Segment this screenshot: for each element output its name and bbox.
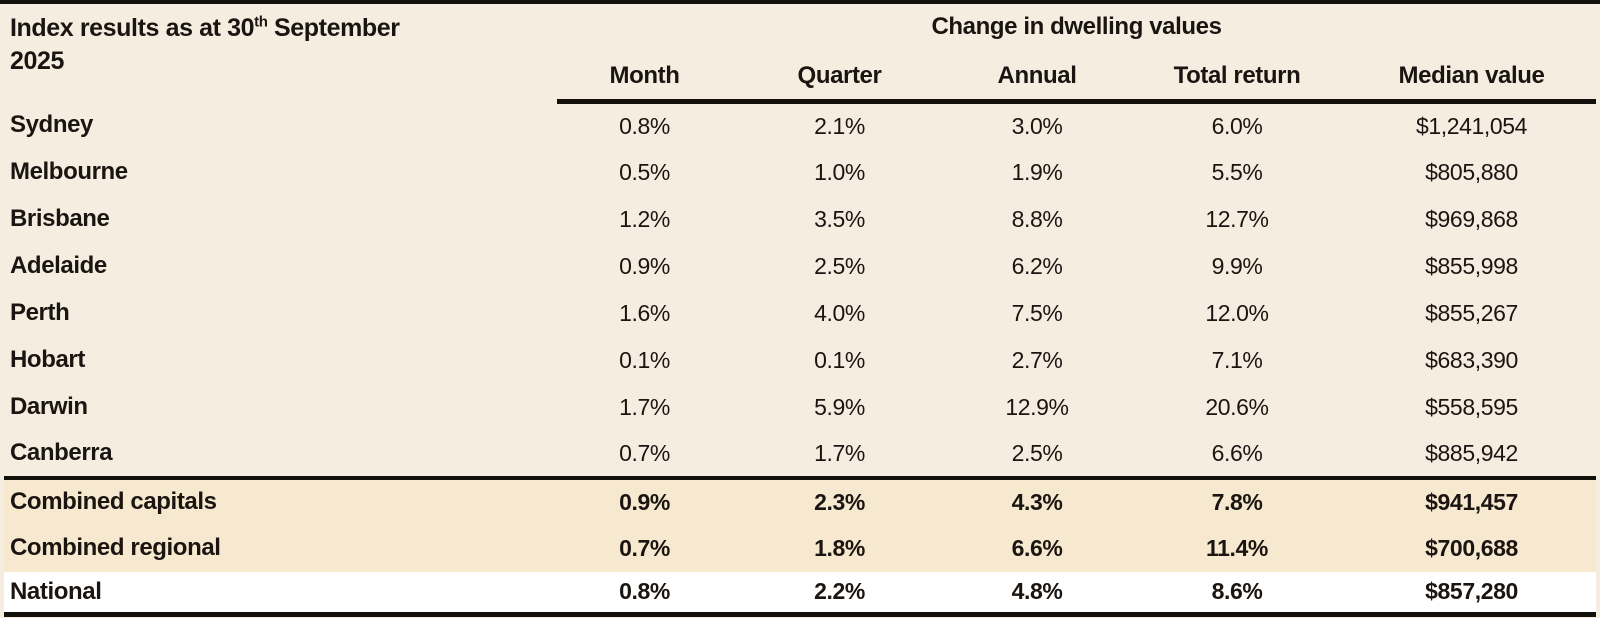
cell-total-return: 7.1% xyxy=(1211,346,1263,373)
cell-total-return: 6.0% xyxy=(1211,112,1263,139)
row-label: Canberra xyxy=(10,439,113,466)
cell-quarter: 1.0% xyxy=(814,158,865,185)
group-header-row: Index results as at 30th September 2025 … xyxy=(4,4,1596,75)
row-label: National xyxy=(4,571,557,617)
cell-annual: 6.6% xyxy=(1011,534,1063,561)
cell-month: 0.8% xyxy=(557,571,732,617)
cell-total-return: 7.8% xyxy=(1127,475,1347,525)
table-row: National 0.8% 2.2% 4.8% 8.6% $857,280 xyxy=(4,571,1597,617)
table-row: Sydney 0.8% 2.1% 3.0% 6.0% $1,241,054 xyxy=(4,102,1596,149)
cell-quarter: 1.7% xyxy=(814,439,865,466)
cell-median-value: $558,595 xyxy=(1425,393,1518,420)
title-superscript: th xyxy=(254,13,268,31)
cell-annual: 4.3% xyxy=(947,475,1127,525)
cell-month: 0.7% xyxy=(619,534,670,561)
table-row: Canberra 0.7% 1.7% 2.5% 6.6% $885,942 xyxy=(4,431,1596,478)
table-row: Brisbane 1.2% 3.5% 8.8% 12.7% $969,868 xyxy=(4,196,1596,243)
row-label: Hobart xyxy=(10,346,85,373)
title-text-post: September xyxy=(267,14,400,42)
table-row: Adelaide 0.9% 2.5% 6.2% 9.9% $855,998 xyxy=(4,243,1596,290)
table-body: Sydney 0.8% 2.1% 3.0% 6.0% $1,241,054 Melbourn… xyxy=(4,102,1597,617)
cell-annual: 4.8% xyxy=(947,571,1127,617)
cell-quarter: 4.0% xyxy=(814,299,865,326)
cell-month: 1.7% xyxy=(619,393,670,420)
row-label: Brisbane xyxy=(10,205,110,232)
table-row: Melbourne 0.5% 1.0% 1.9% 5.5% $805,880 xyxy=(4,149,1596,196)
row-label: Perth xyxy=(10,299,70,326)
cell-total-return: 8.6% xyxy=(1127,571,1347,617)
cell-month: 0.8% xyxy=(619,112,670,139)
cell-total-return: 20.6% xyxy=(1205,393,1269,420)
cell-month: 0.9% xyxy=(619,252,670,279)
cell-total-return: 11.4% xyxy=(1206,534,1268,561)
cell-annual: 3.0% xyxy=(1011,112,1063,139)
row-label: Combined capitals xyxy=(4,475,557,525)
cell-quarter: 2.3% xyxy=(732,475,947,525)
row-label: Adelaide xyxy=(10,252,107,279)
cell-annual: 7.5% xyxy=(1011,299,1063,326)
cell-annual: 12.9% xyxy=(1005,393,1069,420)
cell-quarter: 1.8% xyxy=(814,534,865,561)
table-title-line1: Index results as at 30th September xyxy=(10,12,557,45)
cell-median-value: $969,868 xyxy=(1425,205,1518,232)
cell-total-return: 5.5% xyxy=(1211,158,1263,185)
cell-median-value: $683,390 xyxy=(1425,346,1518,373)
table-row: Combined capitals 0.9% 2.3% 4.3% 7.8% $941,45… xyxy=(4,475,1597,525)
cell-median-value: $885,942 xyxy=(1425,439,1518,466)
cell-median-value: $941,457 xyxy=(1347,475,1597,525)
table-row: Hobart 0.1% 0.1% 2.7% 7.1% $683,390 xyxy=(4,337,1596,384)
cell-total-return: 6.6% xyxy=(1211,439,1263,466)
table-title-line2: 2025 xyxy=(10,47,65,75)
cell-median-value: $700,688 xyxy=(1425,534,1518,561)
column-header-row: Month Quarter Annual Total return Median… xyxy=(4,49,1597,104)
row-label: Combined regional xyxy=(10,534,221,561)
cell-annual: 8.8% xyxy=(1011,205,1063,232)
cell-month: 0.1% xyxy=(619,346,670,373)
table-row: Combined regional 0.7% 1.8% 6.6% 11.4% $700,6… xyxy=(4,524,1597,572)
cell-total-return: 12.0% xyxy=(1205,299,1269,326)
cell-quarter: 5.9% xyxy=(814,393,865,420)
cell-annual: 2.7% xyxy=(1011,346,1063,373)
cell-median-value: $855,998 xyxy=(1425,252,1518,279)
row-label: Sydney xyxy=(10,111,93,138)
cell-median-value: $855,267 xyxy=(1425,299,1518,326)
cell-month: 0.5% xyxy=(619,158,670,185)
column-header-total-return: Total return xyxy=(1127,49,1347,104)
table-row: Darwin 1.7% 5.9% 12.9% 20.6% $558,595 xyxy=(4,384,1596,431)
column-header-median-value: Median value xyxy=(1347,49,1597,104)
cell-median-value: $805,880 xyxy=(1425,158,1518,185)
cell-median-value: $1,241,054 xyxy=(1415,112,1528,139)
cell-annual: 6.2% xyxy=(1011,252,1063,279)
column-header-annual: Annual xyxy=(947,49,1127,104)
cell-annual: 2.5% xyxy=(1011,439,1063,466)
cell-quarter: 0.1% xyxy=(814,346,865,373)
column-header-month: Month xyxy=(557,49,732,104)
column-header-quarter: Quarter xyxy=(732,49,947,104)
cell-month: 0.9% xyxy=(557,475,732,525)
title-text-pre: Index results as at 30 xyxy=(10,14,255,42)
cell-total-return: 12.7% xyxy=(1205,205,1269,232)
index-results-table: Index results as at 30th September 2025 … xyxy=(4,4,1597,617)
cell-quarter: 2.5% xyxy=(814,252,865,279)
row-label: Darwin xyxy=(10,393,88,420)
cell-month: 1.6% xyxy=(619,299,670,326)
cell-quarter: 3.5% xyxy=(814,205,865,232)
row-label: Melbourne xyxy=(10,158,128,185)
cell-total-return: 9.9% xyxy=(1211,252,1263,279)
cell-quarter: 2.1% xyxy=(814,112,865,139)
cell-annual: 1.9% xyxy=(1011,158,1063,185)
cell-month: 0.7% xyxy=(619,439,670,466)
cell-month: 1.2% xyxy=(619,205,670,232)
table-title: Index results as at 30th September 2025 xyxy=(4,4,557,102)
group-header: Change in dwelling values xyxy=(931,13,1222,40)
cell-median-value: $857,280 xyxy=(1347,571,1597,617)
table-row: Perth 1.6% 4.0% 7.5% 12.0% $855,267 xyxy=(4,290,1596,337)
cell-quarter: 2.2% xyxy=(732,571,947,617)
